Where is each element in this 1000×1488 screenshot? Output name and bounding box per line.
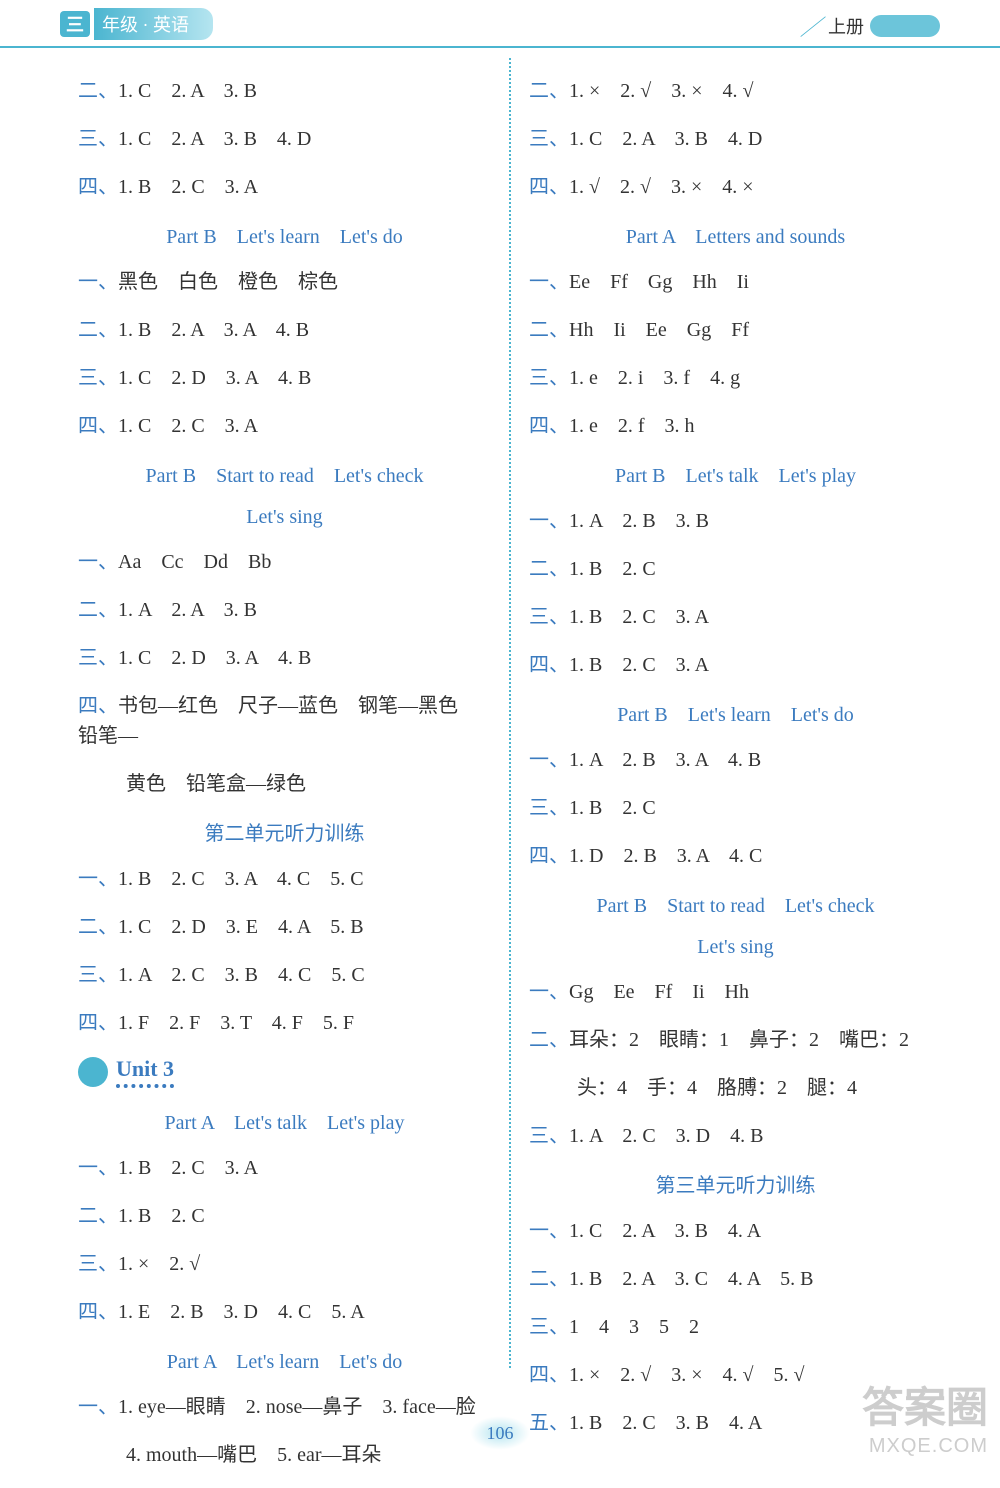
section-title: Part B Start to read Let's check [78, 459, 491, 488]
answer-line: 二、1. B 2. A 3. C 4. A 5. B [529, 1264, 942, 1294]
section-title: 第三单元听力训练 [529, 1169, 942, 1198]
answer-line: 一、1. C 2. A 3. B 4. A [529, 1216, 942, 1246]
answer-line: 一、Ee Ff Gg Hh Ii [529, 267, 942, 297]
answer-line: 三、1. B 2. C 3. A [529, 602, 942, 632]
content: 二、1. C 2. A 3. B 三、1. C 2. A 3. B 4. D 四… [0, 48, 1000, 1488]
answer-line: 一、Gg Ee Ff Ii Hh [529, 977, 942, 1007]
answer-line: 一、1. B 2. C 3. A [78, 1153, 491, 1183]
answer-line: 三、1. C 2. A 3. B 4. D [78, 124, 491, 154]
answer-line: 三、1. A 2. C 3. B 4. C 5. C [78, 960, 491, 990]
answer-line-cont: 4. mouth—嘴巴 5. ear—耳朵 [78, 1440, 491, 1470]
answer-line: 三、1. × 2. √ [78, 1249, 491, 1279]
section-title: Part B Let's talk Let's play [529, 459, 942, 488]
answer-line: 三、1. A 2. C 3. D 4. B [529, 1121, 942, 1151]
section-title: Part A Letters and sounds [529, 220, 942, 249]
answer-line: 四、1. e 2. f 3. h [529, 411, 942, 441]
answer-line: 二、1. B 2. C [529, 554, 942, 584]
answer-line: 一、1. A 2. B 3. B [529, 506, 942, 536]
unit-dot-icon [78, 1057, 108, 1087]
watermark-line2: MXQE.COM [862, 1435, 988, 1458]
answer-line: 二、1. B 2. A 3. A 4. B [78, 315, 491, 345]
section-title: 第二单元听力训练 [78, 817, 491, 846]
answer-line-cont: 头：4 手：4 胳膊：2 腿：4 [529, 1073, 942, 1103]
answer-line: 二、1. B 2. C [78, 1201, 491, 1231]
section-title: Let's sing [78, 506, 491, 529]
answer-line: 四、1. B 2. C 3. A [78, 172, 491, 202]
header-left: 三 年级 · 英语 [60, 8, 213, 40]
answer-line: 一、1. B 2. C 3. A 4. C 5. C [78, 864, 491, 894]
answer-line: 一、黑色 白色 橙色 棕色 [78, 267, 491, 297]
answer-line: 四、1. √ 2. √ 3. × 4. × [529, 172, 942, 202]
answer-line: 二、Hh Ii Ee Gg Ff [529, 315, 942, 345]
section-title: Part A Let's talk Let's play [78, 1106, 491, 1135]
header-chip [870, 15, 940, 37]
answer-line: 三、1. C 2. A 3. B 4. D [529, 124, 942, 154]
unit-heading: Unit 3 [78, 1056, 491, 1088]
answer-line: 三、1. C 2. D 3. A 4. B [78, 643, 491, 673]
grade-badge: 三 [60, 11, 90, 37]
unit-title: Unit 3 [116, 1056, 174, 1088]
answer-line: 四、1. B 2. C 3. A [529, 650, 942, 680]
section-title: Part A Let's learn Let's do [78, 1345, 491, 1374]
header-title: 年级 · 英语 [94, 8, 213, 40]
volume-label: 上册 [828, 13, 864, 39]
answer-line: 三、1. e 2. i 3. f 4. g [529, 363, 942, 393]
header-right: ／ 上册 [800, 10, 940, 42]
answer-line: 一、1. A 2. B 3. A 4. B [529, 745, 942, 775]
answer-line: 四、1. D 2. B 3. A 4. C [529, 841, 942, 871]
answer-line: 一、Aa Cc Dd Bb [78, 547, 491, 577]
watermark-line1: 答案圈 [862, 1374, 988, 1435]
section-title: Part B Let's learn Let's do [529, 698, 942, 727]
answer-line: 二、耳朵：2 眼睛：1 鼻子：2 嘴巴：2 [529, 1025, 942, 1055]
left-column: 二、1. C 2. A 3. B 三、1. C 2. A 3. B 4. D 四… [60, 58, 509, 1488]
answer-line: 四、1. E 2. B 3. D 4. C 5. A [78, 1297, 491, 1327]
answer-line: 三、1. B 2. C [529, 793, 942, 823]
page-header: 三 年级 · 英语 ／ 上册 [0, 0, 1000, 48]
answer-line: 一、1. eye—眼睛 2. nose—鼻子 3. face—脸 [78, 1392, 491, 1422]
answer-line-cont: 黄色 铅笔盒—绿色 [78, 769, 491, 799]
answer-line: 四、1. C 2. C 3. A [78, 411, 491, 441]
answer-line: 二、1. C 2. D 3. E 4. A 5. B [78, 912, 491, 942]
right-column: 二、1. × 2. √ 3. × 4. √ 三、1. C 2. A 3. B 4… [511, 58, 960, 1488]
answer-line: 二、1. A 2. A 3. B [78, 595, 491, 625]
answer-line: 二、1. C 2. A 3. B [78, 76, 491, 106]
section-title: Part B Let's learn Let's do [78, 220, 491, 249]
section-title: Let's sing [529, 936, 942, 959]
slash-icon: ／ [800, 10, 822, 42]
answer-line: 二、1. × 2. √ 3. × 4. √ [529, 76, 942, 106]
page-number: 106 [470, 1416, 530, 1450]
answer-line: 四、1. F 2. F 3. T 4. F 5. F [78, 1008, 491, 1038]
section-title: Part B Start to read Let's check [529, 889, 942, 918]
answer-line: 三、1. C 2. D 3. A 4. B [78, 363, 491, 393]
watermark: 答案圈 MXQE.COM [862, 1374, 988, 1458]
answer-line: 四、书包—红色 尺子—蓝色 钢笔—黑色 铅笔— [78, 691, 491, 751]
page-number-text: 106 [487, 1423, 514, 1444]
answer-line: 三、1 4 3 5 2 [529, 1312, 942, 1342]
